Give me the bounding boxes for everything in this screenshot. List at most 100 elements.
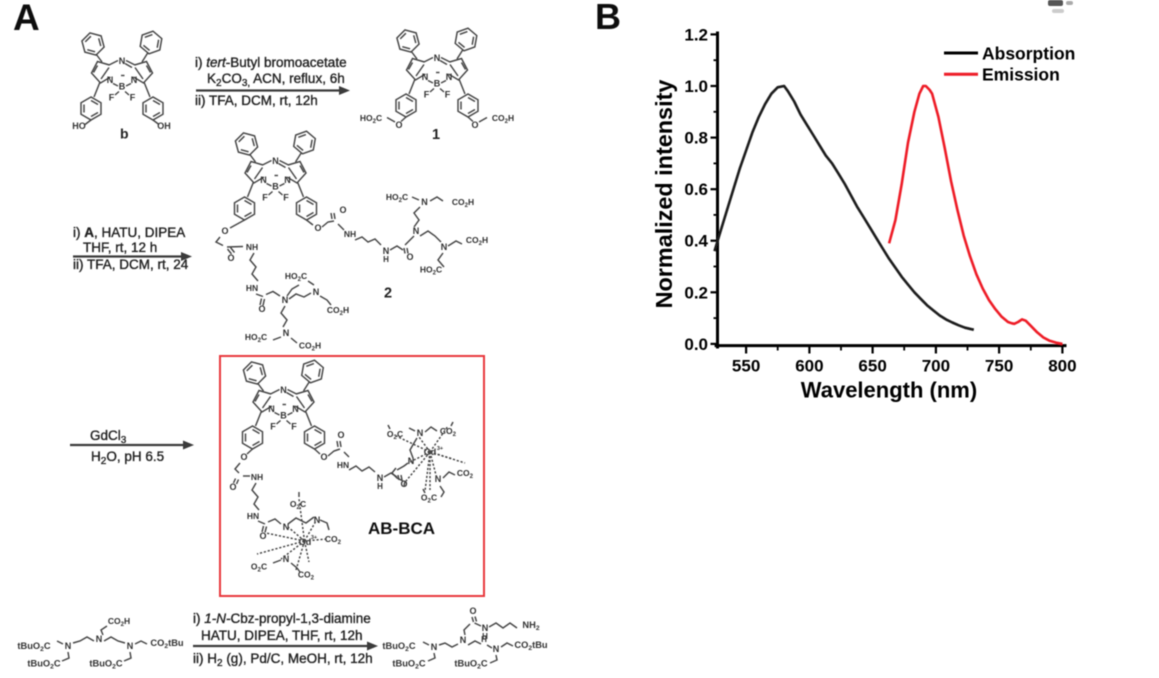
svg-text:N: N	[283, 522, 290, 532]
svg-text:1: 1	[432, 127, 440, 143]
svg-text:CO2H: CO2H	[452, 197, 474, 209]
svg-text:N: N	[493, 644, 500, 654]
svg-text:ii) TFA, DCM, rt, 24: ii) TFA, DCM, rt, 24	[73, 257, 189, 272]
svg-text:N: N	[460, 635, 467, 645]
svg-text:N: N	[431, 642, 438, 652]
svg-text:Normalized intensity: Normalized intensity	[651, 80, 677, 309]
svg-text:CO2: CO2	[298, 570, 315, 582]
svg-text:N: N	[313, 287, 320, 297]
svg-text:HO2C: HO2C	[386, 192, 408, 204]
svg-text:O2C: O2C	[387, 429, 403, 441]
svg-text:2: 2	[384, 286, 392, 302]
svg-text:Emission: Emission	[982, 65, 1060, 85]
svg-text:N: N	[282, 295, 289, 305]
svg-text:ii) TFA, DCM, rt, 12h: ii) TFA, DCM, rt, 12h	[195, 93, 318, 108]
svg-text:CO2H: CO2H	[466, 235, 488, 247]
svg-text:i) tert-Butyl bromoacetate: i) tert-Butyl bromoacetate	[195, 55, 347, 70]
svg-text:O: O	[258, 304, 265, 314]
svg-text:N: N	[441, 242, 448, 252]
svg-text:CO2H: CO2H	[492, 113, 514, 125]
svg-text:700: 700	[922, 357, 950, 376]
svg-text:CO2H: CO2H	[299, 341, 321, 353]
svg-text:tBuO2C: tBuO2C	[382, 641, 415, 653]
svg-text:HO2C: HO2C	[360, 113, 382, 125]
svg-text:N: N	[421, 197, 428, 207]
svg-text:H: H	[481, 635, 487, 644]
svg-text:HO2C: HO2C	[420, 265, 442, 277]
svg-text:O2C: O2C	[290, 499, 306, 511]
svg-text:i) 1-N-Cbz-propyl-1,3-diamine: i) 1-N-Cbz-propyl-1,3-diamine	[193, 611, 371, 626]
svg-text:CO2tBu: CO2tBu	[514, 640, 547, 652]
svg-text:tBuO2C: tBuO2C	[17, 641, 50, 653]
svg-text:H: H	[482, 632, 488, 641]
svg-text:O: O	[229, 482, 236, 492]
svg-text:O2C: O2C	[251, 562, 267, 574]
svg-text:N: N	[283, 328, 290, 338]
svg-text:O2C: O2C	[421, 493, 437, 505]
svg-text:OH: OH	[157, 121, 171, 131]
svg-text:HN: HN	[247, 511, 259, 521]
svg-text:NH: NH	[251, 472, 263, 482]
svg-text:HN: HN	[246, 283, 258, 293]
svg-text:800: 800	[1048, 357, 1076, 376]
svg-text:CO2: CO2	[457, 468, 474, 480]
svg-text:3+: 3+	[311, 535, 317, 541]
svg-text:i) A, HATU, DIPEA: i) A, HATU, DIPEA	[73, 225, 185, 240]
svg-text:1.2: 1.2	[684, 25, 708, 44]
svg-text:O: O	[471, 120, 478, 130]
svg-text:K2CO3, ACN, reflux, 6h: K2CO3, ACN, reflux, 6h	[207, 71, 345, 89]
svg-text:B: B	[595, 0, 621, 37]
svg-text:HO: HO	[72, 121, 86, 131]
svg-text:AB-BCA: AB-BCA	[368, 519, 435, 538]
svg-text:N: N	[314, 515, 321, 525]
svg-text:O: O	[406, 252, 413, 262]
svg-text:ii) H2 (g), Pd/C, MeOH, rt, 12: ii) H2 (g), Pd/C, MeOH, rt, 12h	[193, 651, 373, 669]
svg-text:N: N	[377, 473, 384, 483]
svg-text:O: O	[339, 205, 346, 215]
svg-text:GdCl3: GdCl3	[90, 428, 127, 446]
svg-text:0.2: 0.2	[684, 283, 708, 302]
svg-text:N: N	[435, 474, 442, 484]
svg-text:HN: HN	[337, 460, 349, 470]
svg-text:NH: NH	[344, 229, 356, 239]
svg-text:A: A	[13, 0, 40, 38]
svg-text:CO2: CO2	[325, 534, 342, 546]
svg-text:O: O	[259, 531, 266, 541]
svg-text:1.0: 1.0	[684, 77, 708, 96]
svg-text:3+: 3+	[437, 446, 443, 452]
svg-text:O: O	[320, 452, 327, 462]
svg-text:O: O	[227, 253, 234, 263]
svg-text:H: H	[383, 255, 389, 264]
svg-text:NH: NH	[246, 242, 258, 252]
svg-text:650: 650	[858, 357, 886, 376]
svg-text:750: 750	[985, 357, 1013, 376]
svg-text:H2O, pH 6.5: H2O, pH 6.5	[91, 449, 164, 467]
svg-text:0.0: 0.0	[684, 335, 708, 354]
svg-text:O: O	[337, 430, 344, 440]
svg-text:N: N	[417, 428, 424, 438]
svg-text:tBuO2C: tBuO2C	[89, 659, 122, 671]
svg-text:N: N	[413, 226, 420, 236]
svg-text:THF, rt, 12 h: THF, rt, 12 h	[83, 240, 157, 255]
svg-text:tBuO2C: tBuO2C	[392, 659, 425, 671]
svg-text:Absorption: Absorption	[982, 44, 1075, 64]
svg-text:NH2: NH2	[522, 620, 539, 632]
svg-text:600: 600	[795, 357, 823, 376]
svg-text:N: N	[383, 246, 390, 256]
svg-text:O: O	[314, 223, 321, 233]
svg-text:CO2H: CO2H	[108, 616, 130, 628]
svg-text:HO2C: HO2C	[285, 271, 307, 283]
svg-text:CO2tBu: CO2tBu	[150, 638, 183, 650]
svg-text:Wavelength (nm): Wavelength (nm)	[801, 378, 977, 403]
svg-text:O: O	[469, 606, 476, 616]
svg-text:CO2: CO2	[440, 426, 457, 438]
svg-text:O: O	[221, 226, 228, 236]
svg-text:550: 550	[732, 357, 760, 376]
svg-text:CO2H: CO2H	[327, 305, 349, 317]
svg-text:0.6: 0.6	[684, 180, 708, 199]
svg-text:N: N	[283, 554, 290, 564]
svg-text:b: b	[120, 126, 129, 142]
svg-text:N: N	[482, 623, 489, 633]
svg-text:tBuO2C: tBuO2C	[27, 659, 60, 671]
svg-text:tBuO2C: tBuO2C	[454, 659, 487, 671]
